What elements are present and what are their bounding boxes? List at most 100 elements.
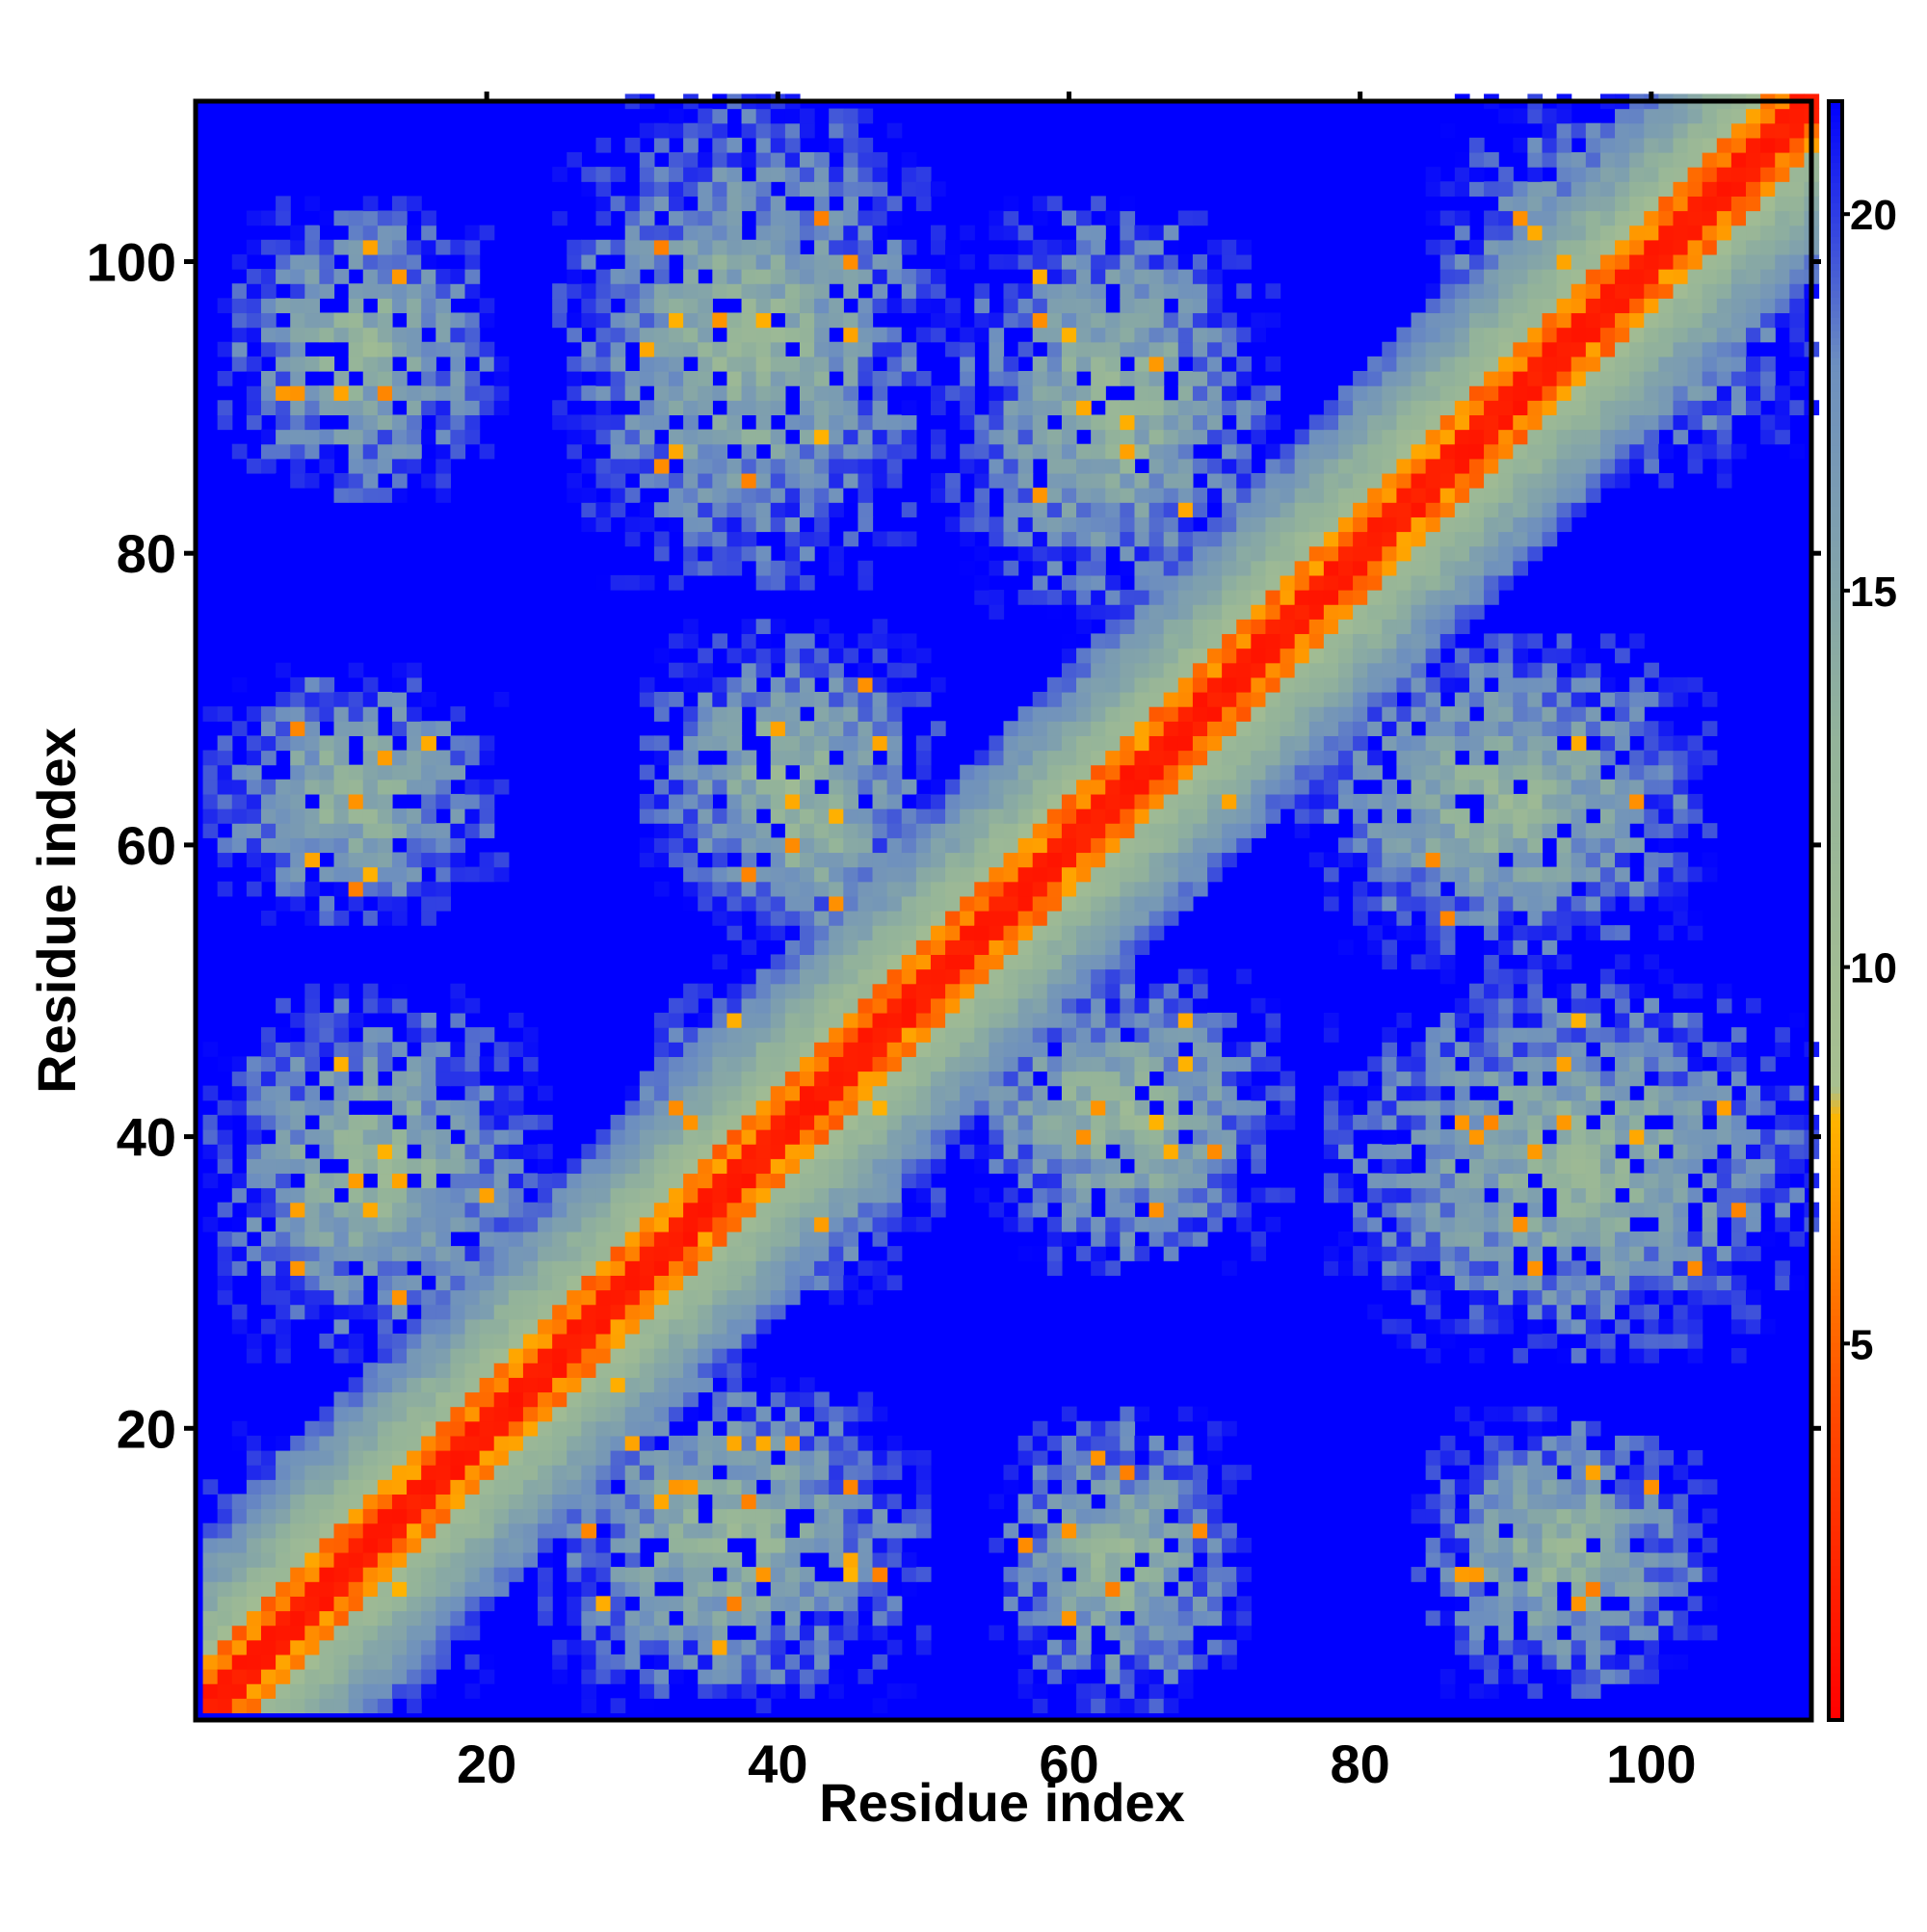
heatmap-cell (784, 983, 801, 999)
heatmap-cell (755, 837, 772, 854)
heatmap-cell (377, 1275, 393, 1291)
heatmap-cell (814, 210, 830, 226)
heatmap-cell (698, 1596, 713, 1612)
heatmap-cell (333, 1610, 350, 1627)
heatmap-cell (1076, 852, 1092, 868)
heatmap-cell (581, 312, 597, 329)
heatmap-cell (1148, 1012, 1165, 1028)
heatmap-cell (552, 1216, 568, 1232)
heatmap-cell (595, 298, 612, 314)
heatmap-cell (683, 443, 699, 460)
heatmap-cell (1032, 837, 1048, 854)
heatmap-cell (450, 1391, 466, 1408)
heatmap-cell (1105, 1114, 1121, 1130)
heatmap-cell (1148, 1537, 1165, 1553)
heatmap-cell (1222, 560, 1237, 576)
heatmap-cell (653, 545, 670, 562)
heatmap-cell (1032, 298, 1048, 314)
heatmap-cell (960, 1129, 975, 1145)
heatmap-cell (1105, 210, 1121, 226)
heatmap-cell (362, 1363, 379, 1378)
heatmap-cell (901, 269, 917, 284)
heatmap-cell (421, 269, 436, 284)
heatmap-cell (741, 1654, 757, 1670)
heatmap-cell (391, 1377, 408, 1393)
heatmap-cell (814, 1158, 830, 1175)
heatmap-cell (726, 1114, 743, 1130)
heatmap-cell (755, 137, 772, 153)
heatmap-cell (1003, 312, 1019, 329)
heatmap-cell (1120, 721, 1136, 736)
heatmap-cell (1192, 1129, 1208, 1145)
heatmap-cell (829, 356, 844, 372)
heatmap-cell (231, 1596, 248, 1612)
heatmap-cell (698, 1348, 713, 1363)
heatmap-cell (552, 1333, 568, 1349)
heatmap-cell (276, 472, 291, 489)
heatmap-cell (1207, 750, 1223, 766)
heatmap-cell (1222, 239, 1237, 255)
heatmap-cell (1148, 1042, 1165, 1057)
heatmap-cell (508, 1508, 524, 1524)
heatmap-cell (377, 823, 393, 838)
heatmap-cell (1091, 706, 1106, 722)
heatmap-cell (260, 1479, 277, 1495)
heatmap-cell (1251, 721, 1267, 736)
heatmap-cell (1091, 735, 1106, 752)
heatmap-cell (755, 1042, 772, 1057)
heatmap-cell (1177, 648, 1194, 664)
heatmap-cell (829, 239, 844, 255)
heatmap-cell (290, 1435, 305, 1451)
heatmap-cell (915, 895, 932, 912)
heatmap-cell (436, 488, 451, 503)
heatmap-cell (726, 1071, 743, 1087)
heatmap-cell (726, 1348, 743, 1363)
heatmap-cell (290, 1494, 305, 1510)
heatmap-cell (348, 1508, 364, 1524)
heatmap-cell (231, 1537, 248, 1553)
heatmap-cell (1236, 400, 1252, 416)
heatmap-cell (901, 1187, 917, 1204)
heatmap-cell (595, 1231, 612, 1247)
heatmap-cell (653, 1187, 670, 1204)
heatmap-cell (1046, 1654, 1063, 1670)
heatmap-cell (653, 341, 670, 357)
heatmap-cell (1105, 1698, 1121, 1714)
heatmap-cell (538, 1246, 553, 1261)
heatmap-cell (814, 1027, 830, 1043)
heatmap-cell (1105, 371, 1121, 386)
heatmap-cell (1105, 925, 1121, 940)
heatmap-cell (829, 779, 844, 795)
heatmap-cell (276, 735, 291, 752)
heatmap-cell (246, 1596, 262, 1612)
heatmap-cell (421, 1625, 436, 1641)
heatmap-cell (595, 196, 612, 212)
heatmap-cell (858, 1260, 874, 1276)
heatmap-cell (1207, 356, 1223, 372)
heatmap-cell (784, 823, 801, 838)
heatmap-cell (231, 283, 248, 299)
heatmap-cell (436, 458, 451, 474)
heatmap-cell (1017, 253, 1034, 270)
heatmap-cell (436, 1289, 451, 1306)
heatmap-cell (421, 1465, 436, 1480)
heatmap-cell (960, 793, 975, 809)
heatmap-cell (712, 1551, 728, 1568)
heatmap-cell (1046, 604, 1063, 620)
heatmap-cell (377, 443, 393, 460)
heatmap-cell (1207, 574, 1223, 591)
heatmap-cell (595, 1479, 612, 1495)
heatmap-cell (1163, 590, 1179, 605)
heatmap-cell (595, 414, 612, 431)
heatmap-cell (246, 793, 262, 809)
heatmap-cell (741, 151, 757, 168)
heatmap-cell (1120, 414, 1136, 431)
heatmap-cell (304, 1260, 321, 1276)
heatmap-cell (814, 619, 830, 635)
heatmap-cell (741, 283, 757, 299)
heatmap-cell (290, 312, 305, 329)
heatmap-cell (886, 531, 903, 547)
heatmap-cell (653, 1158, 670, 1175)
heatmap-cell (1236, 1610, 1252, 1627)
heatmap-cell (784, 1085, 801, 1101)
